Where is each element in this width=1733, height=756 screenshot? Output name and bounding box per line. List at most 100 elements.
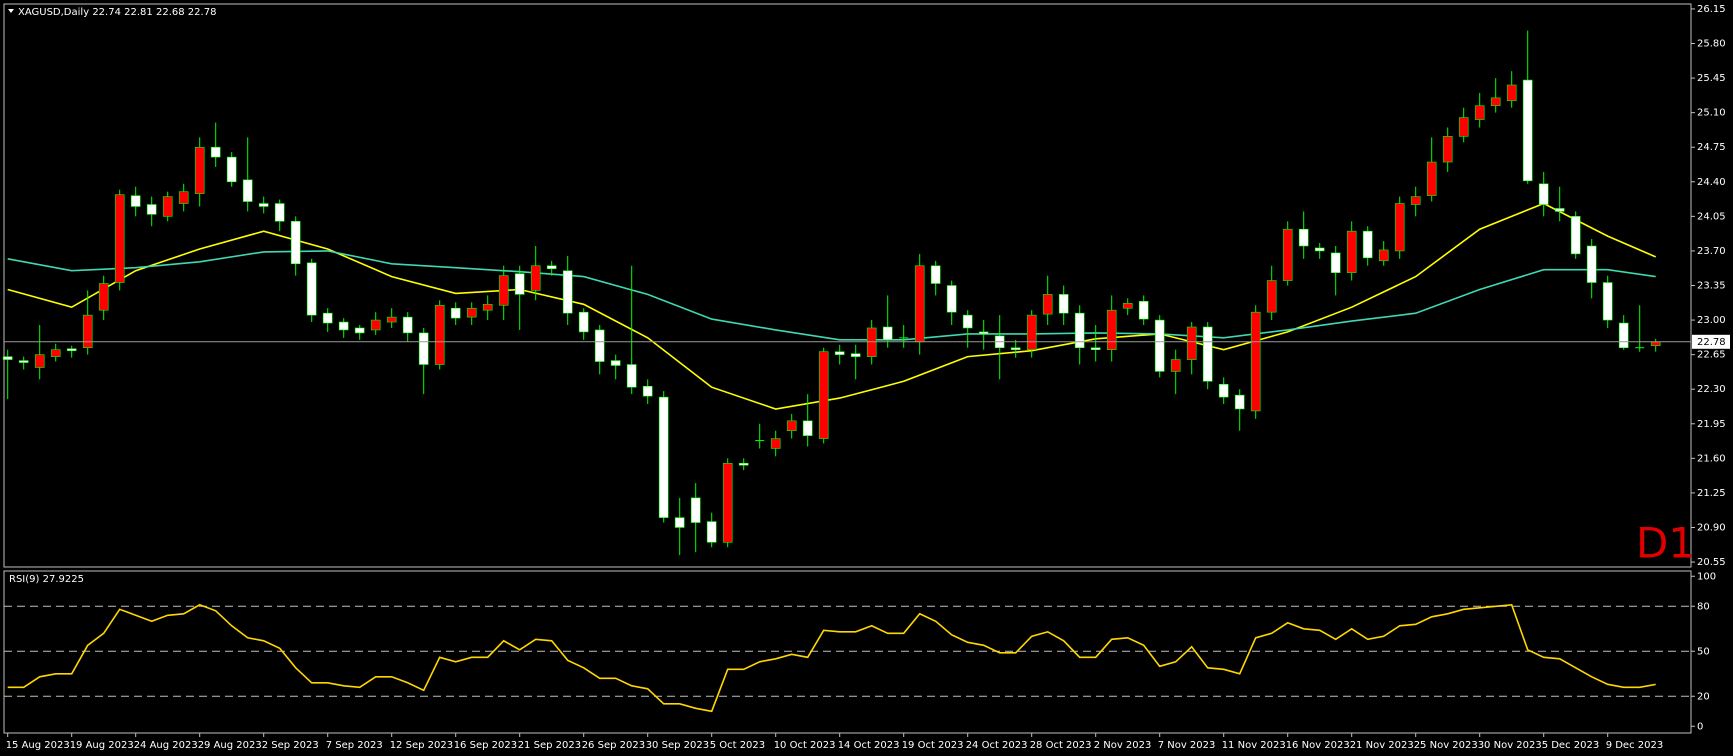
y-tick-label: 20 xyxy=(1697,691,1710,702)
candle-body xyxy=(546,265,557,270)
rsi-title: RSI(9) xyxy=(9,574,40,585)
x-tick-label: 16 Sep 2023 xyxy=(454,740,517,751)
candle-body xyxy=(306,262,317,316)
candle-body xyxy=(322,312,333,324)
open-value: 22.74 xyxy=(92,7,121,18)
candle-body xyxy=(1010,347,1021,351)
candle-body xyxy=(1602,282,1613,321)
candle-body xyxy=(226,156,237,183)
price-label: 22.78 xyxy=(1697,337,1726,348)
candle-body xyxy=(258,203,269,207)
candle-body xyxy=(1490,97,1501,107)
candle-body xyxy=(1282,228,1293,281)
candle-body xyxy=(946,285,957,313)
x-tick-label: 5 Oct 2023 xyxy=(710,740,765,751)
candle-body xyxy=(514,273,525,295)
high-value: 22.81 xyxy=(124,7,153,18)
candle-body xyxy=(1074,312,1085,349)
candle-body xyxy=(1394,203,1405,252)
candle-body xyxy=(1218,383,1229,398)
candle-body xyxy=(2,356,13,360)
candle-body xyxy=(1442,136,1453,163)
candle-body xyxy=(1266,280,1277,313)
candle-body xyxy=(594,329,605,362)
candle-body xyxy=(370,319,381,331)
candle-body xyxy=(1458,117,1469,137)
candle-body xyxy=(1026,314,1037,351)
candle-body xyxy=(1474,105,1485,120)
moving-average xyxy=(7,202,1657,410)
candle-body xyxy=(82,314,93,349)
candle-body xyxy=(674,517,685,528)
x-tick-label: 21 Sep 2023 xyxy=(518,740,581,751)
candle-body xyxy=(50,349,61,357)
candle-body xyxy=(274,203,285,222)
candle-body xyxy=(1506,84,1517,102)
candle-body xyxy=(1106,309,1117,351)
candle-body xyxy=(1650,341,1661,347)
candle-body xyxy=(66,348,77,351)
candle-body xyxy=(530,265,541,291)
candle-body xyxy=(18,360,29,363)
collapse-icon xyxy=(8,9,14,13)
moving-average xyxy=(7,250,1656,341)
x-tick-label: 26 Sep 2023 xyxy=(582,740,645,751)
candle-body xyxy=(194,146,205,194)
chart-header: XAGUSD,Daily 22.74 22.81 22.68 22.78 xyxy=(18,7,216,18)
candle-body xyxy=(1186,326,1197,360)
candle-body xyxy=(1122,302,1133,309)
candle-body xyxy=(418,332,429,365)
y-tick-label: 24.75 xyxy=(1697,142,1726,153)
candle-body xyxy=(930,265,941,284)
candle-body xyxy=(818,351,829,439)
candle-body xyxy=(1362,230,1373,259)
close-value: 22.78 xyxy=(188,7,217,18)
y-tick-label: 50 xyxy=(1697,646,1710,657)
x-tick-label: 19 Oct 2023 xyxy=(902,740,964,751)
candle-body xyxy=(466,307,477,318)
candle-body xyxy=(1426,161,1437,196)
y-tick-label: 22.65 xyxy=(1697,350,1726,361)
candle-body xyxy=(690,497,701,523)
x-tick-label: 5 Dec 2023 xyxy=(1542,740,1600,751)
candle-body xyxy=(162,196,173,217)
candle-body xyxy=(1586,245,1597,283)
y-tick-label: 26.15 xyxy=(1697,4,1726,15)
candle-body xyxy=(1058,294,1069,314)
candle-body xyxy=(354,327,365,334)
candle-body xyxy=(738,462,749,466)
x-tick-label: 30 Sep 2023 xyxy=(646,740,709,751)
x-tick-label: 30 Nov 2023 xyxy=(1478,740,1542,751)
candle-body xyxy=(1138,301,1149,320)
x-tick-label: 29 Aug 2023 xyxy=(198,740,262,751)
candle-body xyxy=(562,270,573,314)
candle-body xyxy=(786,420,797,431)
candle-body xyxy=(802,420,813,436)
x-tick-label: 7 Sep 2023 xyxy=(326,740,383,751)
candle-body xyxy=(850,353,861,357)
candle-body xyxy=(146,204,157,215)
candle-body xyxy=(386,316,397,323)
low-value: 22.68 xyxy=(156,7,185,18)
y-tick-label: 23.70 xyxy=(1697,246,1726,257)
y-tick-label: 20.55 xyxy=(1697,557,1726,568)
rsi-header: RSI(9) 27.9225 xyxy=(9,574,84,585)
y-tick-label: 25.80 xyxy=(1697,39,1726,50)
candle-body xyxy=(1378,249,1389,262)
candle-body xyxy=(114,194,125,283)
x-tick-label: 16 Nov 2023 xyxy=(1286,740,1350,751)
x-tick-label: 21 Nov 2023 xyxy=(1350,740,1414,751)
y-tick-label: 22.30 xyxy=(1697,384,1726,395)
candle-body xyxy=(1250,311,1261,412)
x-tick-label: 28 Oct 2023 xyxy=(1030,740,1092,751)
y-tick-label: 21.25 xyxy=(1697,488,1726,499)
candle-body xyxy=(402,316,413,334)
candle-body xyxy=(498,275,509,306)
candle-body xyxy=(1042,294,1053,315)
candle-body xyxy=(1090,347,1101,351)
candle-body xyxy=(626,364,637,388)
candle-body xyxy=(882,326,893,341)
candle-body xyxy=(610,360,621,366)
timeframe-annotation: D1 xyxy=(1636,519,1695,568)
x-tick-label: 24 Aug 2023 xyxy=(134,740,198,751)
